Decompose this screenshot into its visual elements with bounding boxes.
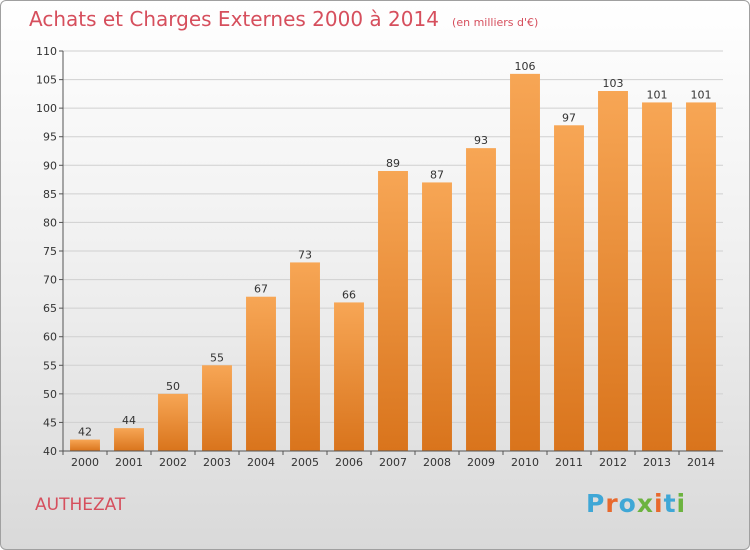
bar [158, 393, 188, 451]
x-tick-label: 2000 [71, 456, 99, 469]
y-axis-ticks: 40 45 50 55 60 65 70 75 80 85 90 95 100 105 110 [36, 45, 63, 458]
x-axis-ticks: 2000 2001 2002 2003 2004 2005 2006 2007 2008 2009… [62, 451, 715, 469]
chart-title: Achats et Charges Externes 2000 à 2014 [29, 7, 439, 31]
y-tick-label: 45 [43, 416, 57, 429]
logo-letter: P [586, 489, 606, 518]
y-tick-label: 60 [43, 331, 57, 344]
y-tick-label: 90 [43, 159, 57, 172]
logo-letter: r [605, 489, 619, 518]
y-tick-label: 110 [36, 45, 57, 58]
bar [70, 439, 100, 451]
bar [114, 428, 144, 451]
y-tick-label: 95 [43, 131, 57, 144]
x-tick-label: 2008 [423, 456, 451, 469]
data-label: 93 [474, 134, 488, 147]
data-label: 50 [166, 380, 180, 393]
x-tick-label: 2001 [115, 456, 143, 469]
logo-letter: i [676, 489, 687, 518]
data-label: 66 [342, 288, 356, 301]
y-tick-label: 70 [43, 274, 57, 287]
x-tick-label: 2002 [159, 456, 187, 469]
bar [246, 296, 276, 451]
y-tick-label: 85 [43, 188, 57, 201]
x-tick-label: 2006 [335, 456, 363, 469]
bar [422, 182, 452, 451]
x-tick-label: 2004 [247, 456, 275, 469]
x-tick-label: 2014 [687, 456, 715, 469]
bars [70, 73, 716, 452]
bar [290, 262, 320, 451]
x-tick-label: 2012 [599, 456, 627, 469]
chart-header: Achats et Charges Externes 2000 à 2014 (… [29, 7, 538, 31]
data-label: 67 [254, 283, 268, 296]
y-tick-label: 55 [43, 359, 57, 372]
data-label: 55 [210, 351, 224, 364]
y-tick-label: 105 [36, 74, 57, 87]
proxiti-logo[interactable]: Proxiti [586, 489, 686, 518]
bar [598, 91, 628, 451]
data-label: 89 [386, 157, 400, 170]
y-tick-label: 65 [43, 302, 57, 315]
data-label: 42 [78, 426, 92, 439]
data-labels: 42 44 50 55 67 73 66 89 87 93 106 97 103 101 101 [78, 60, 712, 439]
logo-letter: t [663, 489, 677, 518]
y-tick-label: 75 [43, 245, 57, 258]
logo-letter: i [654, 489, 664, 518]
bar [334, 302, 364, 451]
commune-name: AUTHEZAT [35, 495, 126, 515]
data-label: 73 [298, 248, 312, 261]
x-tick-label: 2009 [467, 456, 495, 469]
data-label: 87 [430, 168, 444, 181]
logo-letter: o [618, 489, 637, 518]
bar [686, 102, 716, 451]
data-label: 103 [603, 77, 624, 90]
bar [466, 148, 496, 451]
axes [62, 51, 723, 452]
x-tick-label: 2011 [555, 456, 583, 469]
data-label: 44 [122, 414, 136, 427]
y-tick-label: 80 [43, 216, 57, 229]
x-tick-label: 2010 [511, 456, 539, 469]
data-label: 106 [515, 60, 536, 73]
chart-subtitle: (en milliers d'€) [452, 16, 539, 29]
bar [554, 125, 584, 452]
data-label: 101 [647, 88, 668, 101]
y-tick-label: 100 [36, 102, 57, 115]
x-tick-label: 2013 [643, 456, 671, 469]
y-tick-label: 40 [43, 445, 57, 458]
x-tick-label: 2007 [379, 456, 407, 469]
bar [510, 73, 540, 451]
data-label: 97 [562, 111, 576, 124]
bar [378, 171, 408, 451]
bar [202, 365, 232, 451]
y-tick-label: 50 [43, 388, 57, 401]
x-tick-label: 2005 [291, 456, 319, 469]
data-label: 101 [691, 88, 712, 101]
x-tick-label: 2003 [203, 456, 231, 469]
logo-letter: x [636, 489, 654, 518]
bar [642, 102, 672, 451]
